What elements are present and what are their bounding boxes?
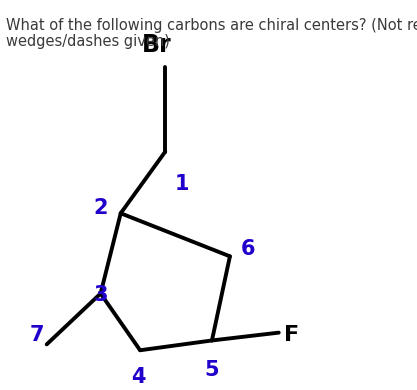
Text: What of the following carbons are chiral centers? (Not requ: What of the following carbons are chiral… [6,18,417,33]
Text: 4: 4 [131,367,145,387]
Text: 1: 1 [175,174,189,194]
Text: 3: 3 [93,285,108,305]
Text: 5: 5 [204,360,219,380]
Text: wedges/dashes given): wedges/dashes given) [6,34,170,49]
Text: Br: Br [142,33,171,57]
Text: 6: 6 [241,239,255,259]
Text: 7: 7 [30,324,45,345]
Text: 2: 2 [93,199,108,218]
Text: F: F [284,324,299,345]
